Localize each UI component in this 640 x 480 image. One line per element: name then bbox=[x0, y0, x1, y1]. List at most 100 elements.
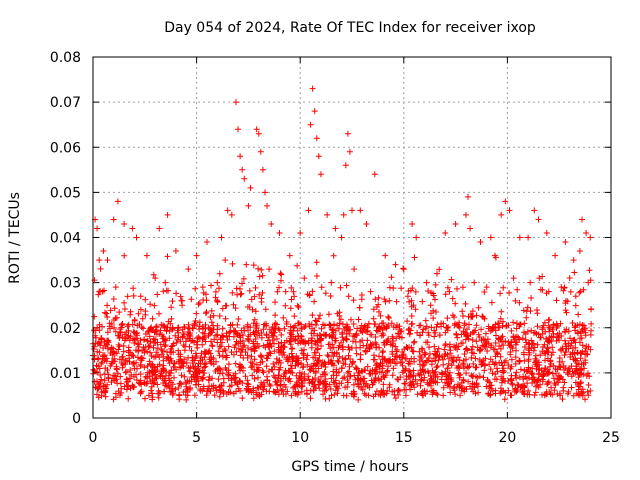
roti-point-bg bbox=[336, 342, 343, 349]
roti-point-bg bbox=[364, 382, 371, 389]
roti-point-bg bbox=[314, 337, 321, 344]
roti-point-bg bbox=[336, 325, 342, 332]
roti-point bbox=[303, 356, 310, 363]
roti-point-bg bbox=[508, 363, 515, 370]
roti-point bbox=[402, 392, 409, 399]
roti-point-bg bbox=[171, 360, 178, 367]
roti-point-bg bbox=[248, 346, 255, 353]
roti-point bbox=[148, 360, 154, 367]
roti-point-bg bbox=[218, 382, 225, 389]
roti-point-bg bbox=[255, 265, 262, 272]
roti-point-bg bbox=[368, 342, 375, 349]
roti-point-bg bbox=[219, 333, 226, 340]
roti-point-bg bbox=[234, 330, 240, 337]
roti-point-bg bbox=[248, 353, 255, 360]
roti-point-bg bbox=[164, 253, 171, 260]
roti-point-bg bbox=[249, 372, 256, 379]
roti-point-bg bbox=[113, 314, 120, 321]
roti-point bbox=[282, 288, 289, 295]
roti-point-bg bbox=[272, 388, 279, 395]
roti-point bbox=[268, 221, 275, 227]
roti-point-bg bbox=[537, 334, 544, 341]
roti-point-bg bbox=[192, 350, 199, 357]
roti-point-bg bbox=[290, 288, 297, 295]
roti-point-bg bbox=[575, 311, 582, 318]
roti-point-bg bbox=[260, 386, 267, 393]
roti-point-bg bbox=[583, 345, 589, 352]
roti-point bbox=[125, 383, 132, 390]
roti-point-bg bbox=[301, 346, 307, 353]
roti-point-bg bbox=[326, 341, 333, 348]
roti-point bbox=[390, 365, 397, 372]
roti-point-bg bbox=[154, 339, 161, 346]
roti-point-bg bbox=[499, 333, 506, 340]
roti-point-bg bbox=[431, 333, 438, 340]
roti-point-bg bbox=[211, 392, 218, 399]
roti-point-bg bbox=[216, 393, 223, 400]
roti-point-bg bbox=[283, 321, 290, 327]
roti-point-bg bbox=[274, 288, 281, 295]
roti-point-bg bbox=[318, 373, 324, 380]
roti-point-bg bbox=[444, 284, 451, 291]
roti-point-bg bbox=[463, 345, 470, 352]
roti-point-bg bbox=[213, 332, 219, 339]
roti-point-bg bbox=[255, 374, 261, 381]
roti-point-bg bbox=[444, 351, 451, 358]
roti-point bbox=[579, 216, 585, 223]
roti-point-bg bbox=[579, 349, 586, 355]
roti-point-bg bbox=[276, 357, 283, 364]
roti-point-bg bbox=[385, 336, 392, 342]
roti-point-bg bbox=[582, 329, 589, 336]
roti-point bbox=[438, 320, 445, 327]
roti-point-bg bbox=[577, 355, 584, 362]
roti-point-bg bbox=[432, 329, 439, 336]
roti-point-bg bbox=[232, 305, 239, 312]
roti-point bbox=[175, 324, 181, 331]
roti-point-bg bbox=[577, 330, 584, 337]
roti-point-bg bbox=[537, 381, 543, 388]
roti-point bbox=[525, 387, 532, 394]
roti-point-bg bbox=[207, 350, 214, 357]
roti-point-bg bbox=[263, 363, 270, 370]
roti-point-bg bbox=[145, 343, 152, 350]
roti-point-bg bbox=[330, 344, 337, 351]
roti-point-bg bbox=[367, 341, 374, 348]
roti-point bbox=[382, 252, 389, 259]
roti-point-bg bbox=[216, 285, 222, 292]
roti-point-bg bbox=[181, 323, 188, 330]
roti-point-bg bbox=[395, 330, 401, 337]
roti-point-bg bbox=[581, 327, 588, 333]
roti-point-bg bbox=[466, 321, 472, 328]
roti-point-bg bbox=[189, 354, 196, 361]
roti-point-bg bbox=[500, 342, 507, 349]
roti-point bbox=[257, 383, 264, 390]
roti-point-bg bbox=[487, 391, 494, 398]
roti-point-bg bbox=[381, 342, 388, 348]
roti-point-bg bbox=[512, 386, 519, 393]
roti-point-bg bbox=[492, 360, 499, 367]
roti-point-bg bbox=[196, 319, 203, 326]
roti-point-bg bbox=[418, 354, 425, 361]
roti-point-bg bbox=[335, 369, 342, 375]
roti-point-bg bbox=[274, 379, 281, 386]
roti-point-bg bbox=[372, 296, 379, 303]
roti-point bbox=[479, 360, 486, 367]
roti-point-bg bbox=[372, 334, 379, 340]
roti-point-bg bbox=[278, 331, 285, 338]
roti-point-bg bbox=[110, 345, 117, 352]
roti-point-bg bbox=[196, 300, 203, 306]
roti-point-bg bbox=[389, 351, 396, 358]
roti-point bbox=[585, 279, 592, 286]
roti-point-bg bbox=[127, 308, 134, 315]
roti-point-bg bbox=[182, 338, 189, 345]
roti-point-bg bbox=[293, 372, 300, 379]
roti-point-bg bbox=[95, 381, 102, 388]
roti-point-bg bbox=[209, 375, 216, 382]
roti-point-bg bbox=[570, 392, 577, 399]
roti-point-bg bbox=[156, 361, 163, 368]
roti-point-bg bbox=[499, 322, 506, 329]
roti-point-bg bbox=[539, 286, 546, 293]
roti-point-bg bbox=[322, 395, 329, 402]
roti-point-bg bbox=[488, 299, 495, 306]
roti-point-bg bbox=[95, 291, 102, 298]
